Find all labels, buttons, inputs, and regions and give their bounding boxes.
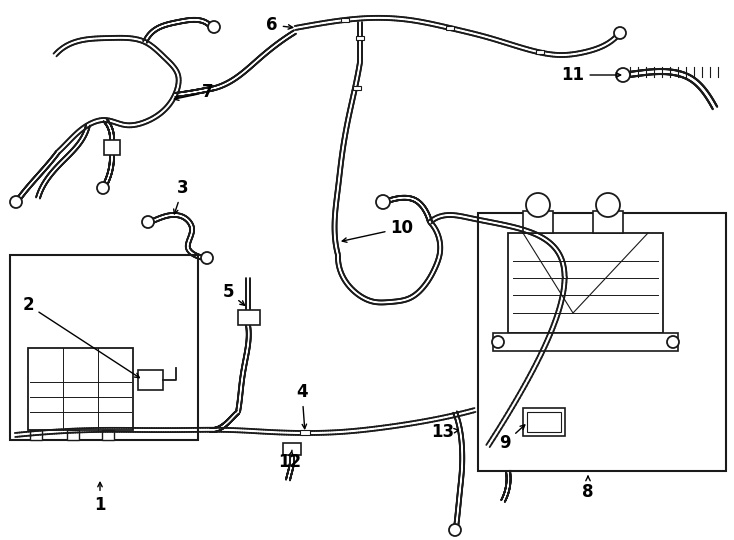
Bar <box>67 430 79 440</box>
Bar <box>102 430 114 440</box>
Bar <box>446 26 454 30</box>
Text: 13: 13 <box>432 423 459 441</box>
Bar <box>30 430 42 440</box>
Circle shape <box>142 216 154 228</box>
Bar <box>523 408 565 436</box>
Bar <box>593 211 623 233</box>
Text: 5: 5 <box>222 283 244 305</box>
Bar <box>104 140 120 155</box>
Bar <box>478 213 726 471</box>
Circle shape <box>208 21 220 33</box>
Bar <box>341 18 349 22</box>
Text: 9: 9 <box>499 425 525 452</box>
Circle shape <box>10 196 22 208</box>
Circle shape <box>449 524 461 536</box>
Text: 1: 1 <box>94 482 106 514</box>
Text: 8: 8 <box>582 476 594 501</box>
Circle shape <box>616 68 630 82</box>
Text: 11: 11 <box>562 66 621 84</box>
Circle shape <box>492 336 504 348</box>
Bar <box>536 50 544 54</box>
Bar <box>283 443 301 455</box>
Text: 6: 6 <box>266 16 293 34</box>
Circle shape <box>97 182 109 194</box>
Bar <box>28 348 133 430</box>
Circle shape <box>526 193 550 217</box>
Text: 2: 2 <box>22 296 139 377</box>
Circle shape <box>667 336 679 348</box>
Bar <box>300 429 310 435</box>
Bar <box>527 412 561 432</box>
Bar <box>493 333 678 351</box>
Bar <box>508 233 663 333</box>
Text: 7: 7 <box>174 83 214 101</box>
Bar <box>356 36 364 40</box>
Bar <box>10 255 198 440</box>
Text: 4: 4 <box>297 383 308 429</box>
Bar <box>138 370 163 390</box>
Bar <box>353 86 361 90</box>
Text: 12: 12 <box>278 450 302 471</box>
Circle shape <box>201 252 213 264</box>
Circle shape <box>614 27 626 39</box>
Bar <box>523 211 553 233</box>
Text: 3: 3 <box>174 179 189 214</box>
Circle shape <box>596 193 620 217</box>
Circle shape <box>376 195 390 209</box>
Bar <box>238 310 260 325</box>
Text: 10: 10 <box>342 219 413 242</box>
